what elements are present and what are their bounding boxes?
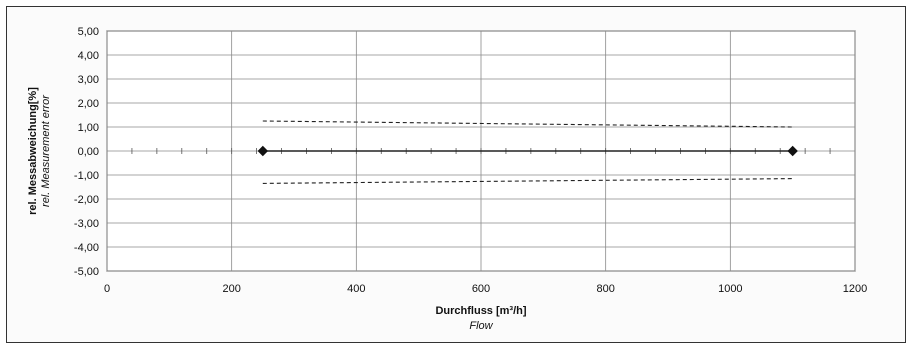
y-tick-label: 2,00 [78,98,99,110]
y-tick-label: -1,00 [74,170,99,182]
x-tick-label: 800 [596,283,614,295]
y-tick-label: 4,00 [78,50,99,62]
x-axis-subtitle: Flow [469,320,493,332]
y-tick-label: 5,00 [78,26,99,38]
data-point-marker [787,145,798,157]
x-tick-label: 200 [222,283,240,295]
series-layer [257,120,798,184]
y-tick-label: 3,00 [78,74,99,86]
data-point-marker [257,145,269,157]
x-tick-label: 600 [472,283,490,295]
y-axis-subtitle: rel. Measurement error [40,94,52,207]
y-tick-label: -3,00 [74,218,99,230]
x-tick-label: 0 [104,283,110,295]
tolerance-limit-line [262,178,793,184]
chart-svg: 5,00 4,00 3,00 2,00 1,00 0,00 -1,00 -2,00 -3,00 -… [27,26,867,332]
x-axis-title: Durchfluss [m³/h] [435,305,526,317]
x-tick-label: 1200 [843,283,867,295]
tolerance-limit-line [262,120,793,128]
y-tick-label: -4,00 [74,242,99,254]
y-tick-label: 1,00 [78,122,99,134]
chart-frame: 5,00 4,00 3,00 2,00 1,00 0,00 -1,00 -2,00 -3,00 -… [6,6,906,343]
y-tick-label: 0,00 [78,146,99,158]
x-tick-label: 1000 [718,283,742,295]
x-tick-label: 400 [347,283,365,295]
y-axis-title: rel. Messabweichung[%] [27,87,39,215]
y-tick-label: -2,00 [74,194,99,206]
tick-layer: 5,00 4,00 3,00 2,00 1,00 0,00 -1,00 -2,00 -3,00 -… [74,26,867,295]
y-tick-label: -5,00 [74,266,99,278]
